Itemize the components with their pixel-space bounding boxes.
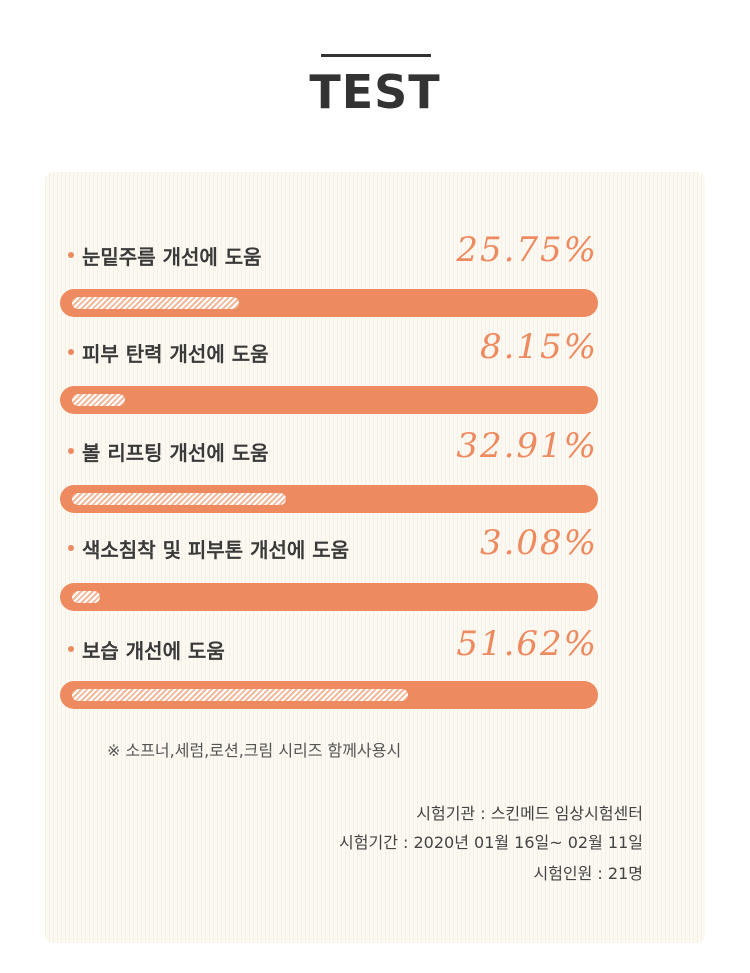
result-item-1: 눈밑주름 개선에 도움 25.75% — [60, 230, 600, 317]
result-item-3: 볼 리프팅 개선에 도움 32.91% — [60, 426, 600, 513]
progress-fill — [72, 394, 125, 406]
progress-track — [60, 289, 598, 317]
progress-track — [60, 583, 598, 611]
result-percent: 32.91% — [456, 426, 598, 466]
result-label-row: 눈밑주름 개선에 도움 25.75% — [60, 230, 600, 276]
bullet-icon — [68, 448, 74, 454]
result-label-row: 보습 개선에 도움 51.62% — [60, 624, 600, 670]
progress-fill — [72, 689, 408, 701]
result-item-5: 보습 개선에 도움 51.62% — [60, 624, 600, 709]
result-label: 보습 개선에 도움 — [82, 639, 225, 663]
result-label-row: 피부 탄력 개선에 도움 8.15% — [60, 327, 600, 373]
bullet-icon — [68, 646, 74, 652]
progress-fill — [72, 493, 286, 505]
test-institution: 시험기관 : 스킨메드 임상시험센터 — [416, 804, 643, 823]
result-label: 눈밑주름 개선에 도움 — [82, 245, 262, 269]
progress-track — [60, 386, 598, 414]
bullet-icon — [68, 252, 74, 258]
result-percent: 25.75% — [456, 230, 598, 270]
result-item-2: 피부 탄력 개선에 도움 8.15% — [60, 327, 600, 414]
progress-fill — [72, 297, 239, 309]
result-percent: 3.08% — [479, 523, 598, 563]
result-label-row: 색소침착 및 피부톤 개선에 도움 3.08% — [60, 523, 600, 569]
title-rule — [321, 54, 431, 57]
bullet-icon — [68, 545, 74, 551]
progress-track — [60, 485, 598, 513]
result-percent: 8.15% — [479, 327, 598, 367]
bullet-icon — [68, 349, 74, 355]
result-percent: 51.62% — [456, 624, 598, 664]
result-label: 볼 리프팅 개선에 도움 — [82, 441, 269, 465]
usage-note: ※ 소프너,세럼,로션,크림 시리즈 함께사용시 — [107, 741, 402, 760]
result-label: 피부 탄력 개선에 도움 — [82, 342, 269, 366]
result-label-row: 볼 리프팅 개선에 도움 32.91% — [60, 426, 600, 472]
test-participants: 시험인원 : 21명 — [533, 864, 643, 883]
result-item-4: 색소침착 및 피부톤 개선에 도움 3.08% — [60, 523, 600, 611]
progress-track — [60, 681, 598, 709]
result-label: 색소침착 및 피부톤 개선에 도움 — [82, 538, 350, 562]
page-title: TEST — [309, 65, 441, 119]
test-period: 시험기간 : 2020년 01월 16일~ 02월 11일 — [339, 833, 643, 852]
progress-fill — [72, 591, 100, 603]
